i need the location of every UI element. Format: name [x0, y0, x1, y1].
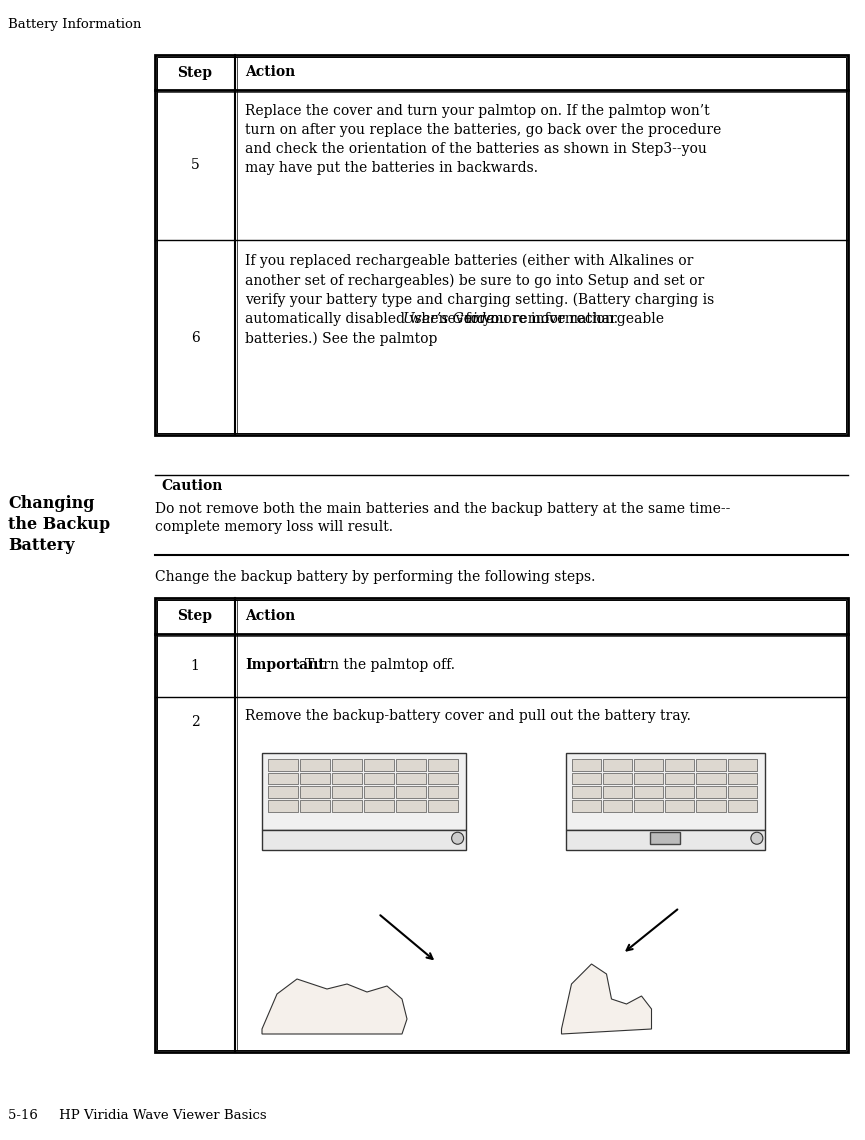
Bar	[427, 787, 458, 798]
Bar	[331, 773, 362, 784]
Bar	[261, 752, 465, 830]
Text: If you replaced rechargeable batteries (either with Alkalines or
another set of : If you replaced rechargeable batteries (…	[245, 254, 714, 345]
Bar	[395, 773, 426, 784]
Bar	[395, 759, 426, 771]
Text: 6: 6	[190, 331, 199, 344]
Circle shape	[452, 832, 464, 845]
Text: 5-16     HP Viridia Wave Viewer Basics: 5-16 HP Viridia Wave Viewer Basics	[8, 1109, 266, 1122]
Bar	[603, 759, 632, 771]
Bar	[267, 773, 298, 784]
Bar	[155, 598, 848, 1052]
Bar	[331, 759, 362, 771]
Bar	[566, 830, 765, 849]
Bar	[552, 747, 836, 1034]
Bar	[634, 759, 663, 771]
Bar	[696, 787, 726, 798]
Bar	[331, 787, 362, 798]
Bar	[267, 787, 298, 798]
Text: Step: Step	[177, 65, 213, 80]
Bar	[299, 773, 330, 784]
Bar	[634, 773, 663, 784]
Bar	[363, 773, 394, 784]
Bar	[634, 800, 663, 812]
Bar	[395, 800, 426, 812]
Bar	[299, 759, 330, 771]
Text: Action: Action	[245, 65, 295, 80]
Bar	[727, 773, 757, 784]
Bar	[331, 800, 362, 812]
Bar	[261, 830, 465, 849]
Bar	[363, 787, 394, 798]
Bar	[603, 800, 632, 812]
Text: User’s Guide: User’s Guide	[403, 312, 495, 326]
Polygon shape	[262, 979, 407, 1034]
Bar	[665, 800, 695, 812]
Text: Caution: Caution	[161, 479, 222, 492]
Text: Important: Important	[245, 659, 324, 673]
Bar	[572, 800, 601, 812]
Bar	[572, 787, 601, 798]
Bar	[696, 773, 726, 784]
Text: Change the backup battery by performing the following steps.: Change the backup battery by performing …	[155, 570, 595, 584]
Text: 1: 1	[190, 659, 200, 673]
Bar	[665, 759, 695, 771]
Text: Changing
the Backup
Battery: Changing the Backup Battery	[8, 495, 110, 554]
Bar	[427, 800, 458, 812]
Polygon shape	[561, 964, 651, 1034]
Text: 2: 2	[190, 715, 199, 728]
Circle shape	[751, 832, 763, 845]
Bar	[395, 787, 426, 798]
Bar	[665, 773, 695, 784]
Text: Battery Information: Battery Information	[8, 18, 141, 31]
Bar	[157, 57, 846, 433]
Text: Do not remove both the main batteries and the backup battery at the same time--
: Do not remove both the main batteries an…	[155, 502, 730, 535]
Bar	[572, 759, 601, 771]
Text: Remove the backup-battery cover and pull out the battery tray.: Remove the backup-battery cover and pull…	[245, 709, 691, 723]
Text: Step: Step	[177, 609, 213, 622]
Bar	[267, 759, 298, 771]
Bar	[727, 800, 757, 812]
Bar	[299, 800, 330, 812]
Bar	[650, 832, 680, 845]
Bar	[157, 600, 846, 1050]
Bar	[603, 787, 632, 798]
Bar	[665, 787, 695, 798]
Bar	[299, 787, 330, 798]
Text: Action: Action	[245, 609, 295, 622]
Text: for more information.: for more information.	[461, 312, 618, 326]
Bar	[363, 759, 394, 771]
Text: Replace the cover and turn your palmtop on. If the palmtop won’t
turn on after y: Replace the cover and turn your palmtop …	[245, 104, 721, 174]
Bar	[363, 800, 394, 812]
Bar	[566, 752, 765, 830]
Text: : Turn the palmtop off.: : Turn the palmtop off.	[296, 659, 455, 673]
Bar	[155, 55, 848, 435]
Bar	[696, 759, 726, 771]
Bar	[727, 787, 757, 798]
Bar	[727, 759, 757, 771]
Bar	[427, 759, 458, 771]
Bar	[267, 800, 298, 812]
Bar	[634, 787, 663, 798]
Bar	[427, 773, 458, 784]
Bar	[696, 800, 726, 812]
Bar	[572, 773, 601, 784]
Bar	[603, 773, 632, 784]
Text: 5: 5	[190, 158, 199, 172]
Bar	[247, 747, 539, 1034]
